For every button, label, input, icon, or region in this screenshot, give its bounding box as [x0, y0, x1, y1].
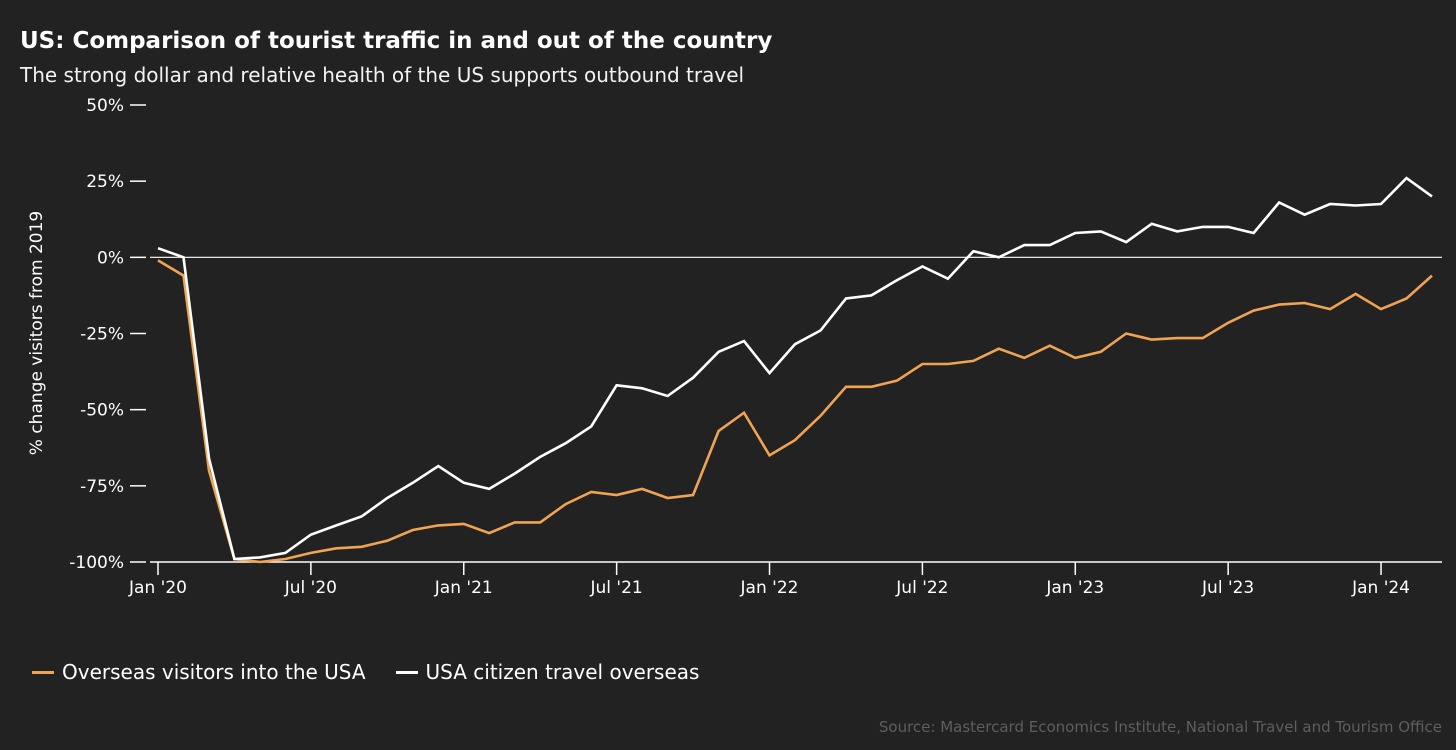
y-tick-label: 0% — [97, 248, 124, 268]
legend-item-overseas-visitors: Overseas visitors into the USA — [32, 660, 366, 684]
y-tick-label: 25% — [86, 172, 124, 192]
x-tick-label: Jul '22 — [895, 578, 948, 598]
y-tick-label: -50% — [80, 401, 124, 421]
y-tick-label: -75% — [80, 477, 124, 497]
legend-label-overseas-visitors: Overseas visitors into the USA — [62, 660, 366, 684]
x-tick-label: Jan '24 — [1351, 578, 1410, 598]
legend-label-usa-citizens: USA citizen travel overseas — [425, 660, 700, 684]
x-tick-label: Jan '23 — [1045, 578, 1104, 598]
x-tick-label: Jul '20 — [284, 578, 337, 598]
chart-title: US: Comparison of tourist traffic in and… — [20, 28, 773, 54]
x-tick-label: Jul '23 — [1201, 578, 1254, 598]
x-tick-label: Jul '21 — [590, 578, 643, 598]
y-axis-label: % change visitors from 2019 — [27, 211, 47, 455]
series-line-usa-citizens — [157, 176, 1433, 561]
x-tick-label: Jan '20 — [128, 578, 187, 598]
plot-series — [157, 176, 1433, 564]
chart-subtitle: The strong dollar and relative health of… — [20, 63, 745, 87]
legend-item-usa-citizens: USA citizen travel overseas — [395, 660, 700, 684]
x-tick-label: Jan '22 — [740, 578, 799, 598]
y-tick-label: -100% — [69, 553, 124, 573]
x-axis: Jan '20 Jul '20 Jan '21 Jul '21 Jan '22 Jul '… — [128, 561, 1442, 598]
y-axis: 50% 25% 0% -25% -50% -75% -100% — [69, 96, 1442, 573]
series-line-overseas-visitors — [157, 259, 1433, 564]
source-note: Source: Mastercard Economics Institute, … — [878, 718, 1442, 736]
y-tick-label: -25% — [80, 325, 124, 345]
x-tick-label: Jan '21 — [434, 578, 493, 598]
legend-swatch-usa-citizens — [395, 670, 418, 674]
legend-swatch-overseas-visitors — [32, 670, 54, 674]
y-tick-label: 50% — [86, 96, 124, 116]
legend: Overseas visitors into the USA USA citiz… — [32, 660, 729, 684]
